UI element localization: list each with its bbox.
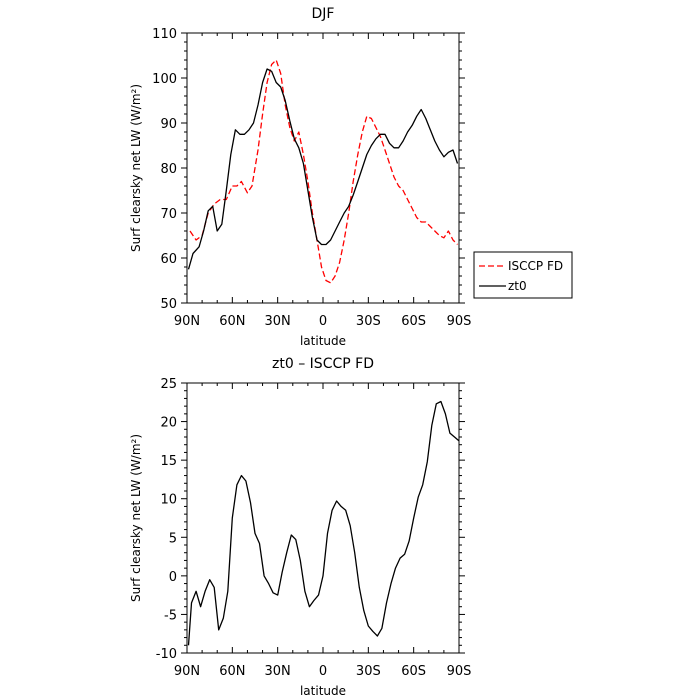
x-tick-label: 60N <box>219 314 245 329</box>
y-tick-label: 5 <box>169 531 177 546</box>
x-tick-label: 30N <box>265 314 291 329</box>
x-tick-label: 0 <box>319 314 327 329</box>
x-tick-label: 30N <box>265 664 291 679</box>
y-tick-label: 110 <box>152 27 177 42</box>
y-tick-label: 70 <box>160 207 177 222</box>
y-tick-label: 15 <box>160 454 177 469</box>
plot-frame <box>186 32 460 304</box>
y-tick-label: 25 <box>160 377 177 392</box>
y-tick-label: 80 <box>160 162 177 177</box>
x-tick-label: 60S <box>401 664 426 679</box>
x-axis-label: latitude <box>300 684 346 698</box>
y-tick-label: 90 <box>160 117 177 132</box>
y-tick-label: 100 <box>152 72 177 87</box>
y-tick-label: 0 <box>169 570 177 585</box>
series-line-isccp-fd <box>189 59 458 284</box>
chart-panel-2: zt0 – ISCCP FD 90N 60N 30N 0 30S 60S 90S -10 -5 0 5… <box>129 356 471 698</box>
x-tick-label: 90N <box>174 664 200 679</box>
x-tick-label: 0 <box>319 664 327 679</box>
y-tick-label: 50 <box>160 297 177 312</box>
plot-frame <box>186 382 460 654</box>
series-line-zt0 <box>187 68 459 270</box>
chart-panel-1: DJF 90N 60N 30N 0 30S 60S 90S 50 60 70 80 90 100 110 la… <box>129 6 573 348</box>
legend: ISCCP FD zt0 <box>473 251 573 299</box>
x-tick-label: 60S <box>401 314 426 329</box>
chart-title: zt0 – ISCCP FD <box>272 356 374 372</box>
legend-label: ISCCP FD <box>508 259 563 273</box>
y-tick-label: 60 <box>160 252 177 267</box>
x-tick-label: 30S <box>356 664 381 679</box>
legend-label: zt0 <box>508 279 527 293</box>
x-tick-label: 60N <box>219 664 245 679</box>
x-tick-label: 90N <box>174 314 200 329</box>
x-axis-label: latitude <box>300 334 346 348</box>
y-tick-label: -5 <box>164 608 177 623</box>
y-axis-label: Surf clearsky net LW (W/m²) <box>129 434 143 602</box>
x-tick-label: 90S <box>447 664 472 679</box>
legend-box <box>473 251 573 299</box>
y-axis-label: Surf clearsky net LW (W/m²) <box>129 84 143 252</box>
x-tick-label: 90S <box>447 314 472 329</box>
y-tick-label: 20 <box>160 416 177 431</box>
chart-title: DJF <box>312 6 335 22</box>
series-line-1 <box>187 400 460 646</box>
y-tick-label: 10 <box>160 493 177 508</box>
x-tick-label: 30S <box>356 314 381 329</box>
y-tick-label: -10 <box>156 647 177 662</box>
